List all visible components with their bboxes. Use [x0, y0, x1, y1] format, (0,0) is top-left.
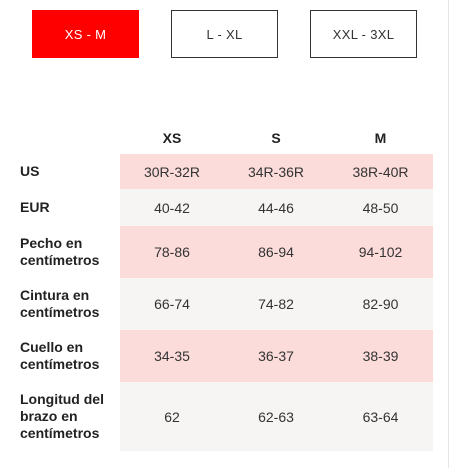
row-label-waist: Cintura en centímetros	[14, 278, 120, 330]
cell-us-m: 38R-40R	[328, 154, 433, 189]
cell-neck-s: 36-37	[224, 330, 328, 382]
cell-chest-xs: 78-86	[120, 226, 224, 278]
header-empty	[14, 121, 120, 154]
cell-chest-s: 86-94	[224, 226, 328, 278]
cell-arm-xs: 62	[120, 382, 224, 451]
table-row-chest: Pecho en centímetros 78-86 86-94 94-102	[14, 226, 433, 278]
cell-arm-s: 62-63	[224, 382, 328, 451]
cell-waist-xs: 66-74	[120, 278, 224, 330]
table-header-row: XS S M	[14, 121, 433, 154]
size-range-xs-m-button[interactable]: XS - M	[32, 10, 139, 58]
cell-us-s: 34R-36R	[224, 154, 328, 189]
size-range-xxl-3xl-button[interactable]: XXL - 3XL	[310, 10, 417, 58]
cell-arm-m: 63-64	[328, 382, 433, 451]
cell-neck-xs: 34-35	[120, 330, 224, 382]
cell-chest-m: 94-102	[328, 226, 433, 278]
row-label-us: US	[14, 154, 120, 189]
cell-waist-s: 74-82	[224, 278, 328, 330]
cell-eur-xs: 40-42	[120, 189, 224, 226]
scroll-panel-edge	[448, 0, 470, 468]
cell-neck-m: 38-39	[328, 330, 433, 382]
cell-waist-m: 82-90	[328, 278, 433, 330]
table-row-arm-length: Longitud del brazo en centímetros 62 62-…	[14, 382, 433, 451]
table-row-eur: EUR 40-42 44-46 48-50	[14, 189, 433, 226]
size-chart-table: XS S M US 30R-32R 34R-36R 38R-40R EUR 40…	[14, 121, 433, 451]
table-row-waist: Cintura en centímetros 66-74 74-82 82-90	[14, 278, 433, 330]
cell-eur-m: 48-50	[328, 189, 433, 226]
size-range-l-xl-button[interactable]: L - XL	[171, 10, 278, 58]
table-row-neck: Cuello en centímetros 34-35 36-37 38-39	[14, 330, 433, 382]
table-row-us: US 30R-32R 34R-36R 38R-40R	[14, 154, 433, 189]
header-m: M	[374, 129, 387, 146]
row-label-neck: Cuello en centímetros	[14, 330, 120, 382]
header-s: S	[271, 129, 281, 146]
cell-us-xs: 30R-32R	[120, 154, 224, 189]
row-label-eur: EUR	[14, 189, 120, 226]
row-label-arm-length: Longitud del brazo en centímetros	[14, 382, 120, 451]
cell-eur-s: 44-46	[224, 189, 328, 226]
row-label-chest: Pecho en centímetros	[14, 226, 120, 278]
header-xs: XS	[162, 129, 182, 146]
size-range-tabs: XS - M L - XL XXL - 3XL	[0, 0, 470, 70]
